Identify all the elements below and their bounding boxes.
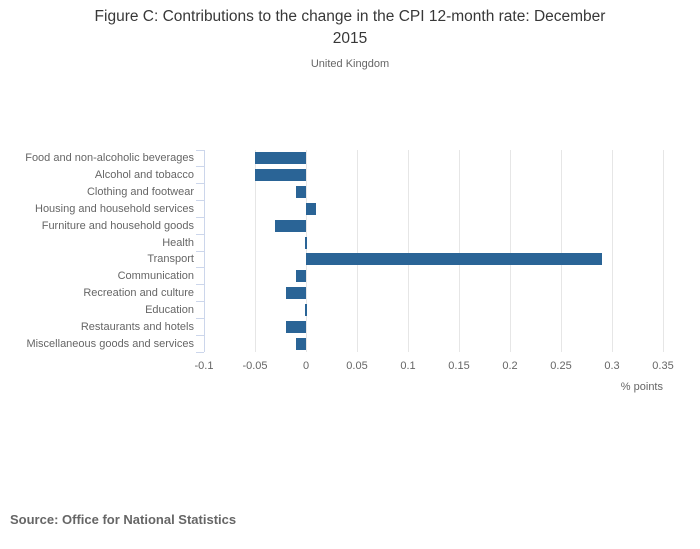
category-label: Furniture and household goods — [41, 219, 194, 232]
grid-line — [560, 150, 562, 352]
x-tick-label: 0.2 — [502, 360, 518, 372]
category-label: Alcohol and tobacco — [94, 169, 194, 182]
y-axis-tick — [196, 301, 204, 302]
x-tick-label: 0 — [302, 360, 310, 372]
y-axis-tick — [196, 233, 204, 235]
x-tick-label: 0.3 — [604, 360, 620, 372]
category-label: Clothing and footwear — [86, 186, 194, 199]
category-label: Communication — [117, 270, 194, 283]
y-axis-tick — [196, 351, 204, 353]
bar — [285, 287, 306, 300]
category-label: Recreation and culture — [83, 287, 194, 300]
x-tick-label: 0.15 — [448, 360, 470, 372]
bar — [305, 303, 307, 316]
y-axis-tick — [196, 166, 204, 168]
chart-title-line2: 2015 — [332, 30, 368, 47]
x-tick-label: -0.05 — [242, 360, 268, 372]
category-label: Education — [145, 303, 194, 316]
x-tick-label: -0.1 — [194, 360, 214, 372]
x-axis-title: % points — [620, 381, 663, 393]
x-tick-label: 0.25 — [550, 360, 572, 372]
x-tick-label: 0.1 — [400, 360, 416, 372]
bar — [255, 169, 306, 182]
bar — [295, 337, 306, 350]
bar — [305, 236, 307, 249]
y-axis-tick — [196, 284, 204, 286]
bar — [275, 219, 306, 232]
category-label: Miscellaneous goods and services — [26, 337, 194, 350]
grid-line — [611, 150, 613, 352]
y-axis-tick — [196, 334, 204, 336]
grid-line — [254, 150, 256, 352]
source-note: Source: Office for National Statistics — [10, 512, 237, 527]
grid-line — [458, 150, 460, 352]
category-label: Health — [162, 236, 194, 249]
grid-line — [407, 150, 409, 352]
x-tick-label: 0.35 — [652, 360, 674, 372]
grid-line — [305, 150, 307, 352]
grid-line — [509, 150, 511, 352]
y-axis-tick — [196, 200, 204, 201]
bar — [255, 152, 306, 165]
page-title: Figure C: Contributions to the change in… — [0, 6, 700, 50]
y-axis-tick — [196, 267, 204, 269]
y-axis-tick — [196, 149, 204, 151]
chart-title-line1: Figure C: Contributions to the change in… — [94, 8, 606, 25]
chart-subtitle: United Kingdom — [310, 58, 390, 70]
category-label: Restaurants and hotels — [80, 320, 194, 333]
x-tick-label: 0.05 — [346, 360, 368, 372]
bar — [306, 202, 317, 215]
bar — [295, 270, 306, 283]
category-label: Food and non-alcoholic beverages — [25, 152, 194, 165]
y-axis-tick — [196, 250, 204, 252]
bar — [285, 320, 306, 333]
bar — [295, 186, 306, 199]
bar — [306, 253, 602, 266]
grid-line — [356, 150, 358, 352]
grid-line — [662, 150, 664, 352]
y-axis-tick — [196, 183, 204, 185]
y-axis-tick — [196, 317, 204, 319]
y-axis-line — [204, 150, 205, 352]
category-label: Transport — [147, 253, 194, 266]
y-axis-tick — [196, 216, 204, 218]
category-label: Housing and household services — [35, 202, 194, 215]
